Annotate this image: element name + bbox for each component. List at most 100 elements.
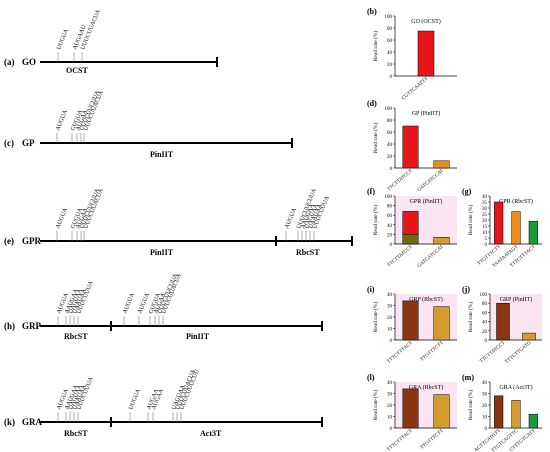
chart-panel-label: (f) [367,187,375,196]
seq-label: UUGUA [128,388,142,411]
chart-title: GO (OCST) [411,18,441,25]
y-tick-label: 30 [482,393,488,398]
chart-panel-label: (j) [462,285,470,294]
terminator-label-act3t: Act3T [200,429,222,438]
y-axis-label: Read rate (%) [467,205,474,236]
panel-label-k: (k) [4,417,15,427]
bar [494,201,504,245]
y-axis-label: Read rate (%) [372,302,379,333]
y-tick-label: 30 [387,305,393,310]
bar [522,332,536,341]
y-tick-label: 40 [387,293,393,298]
row-grp: (h) GRP AUGUA AAUGAA UAGUAA UAAUAA UUUCU… [4,272,323,341]
y-tick-label: 20 [482,219,488,224]
y-tick-label: 20 [387,404,393,409]
chart-panel: (f) GPR (PinIIT) 0 20 40 60 80 100 Read rate (%)… [367,187,457,269]
row-go: (a) GO UUGUA AUGAAU UUUCUUACUA OCST [4,8,218,75]
construct-label-gra: GRA [22,417,43,427]
chart-title: GP (PinIIT) [412,110,441,117]
x-category-label: TTCTTATCCT [387,245,414,269]
y-tick-label: 40 [482,195,488,200]
construct-label-go: GO [22,57,36,67]
y-tick-label: 60 [482,311,488,316]
x-category-label: GATCATCCAT [417,245,445,269]
chart-title: GPR (RbcST) [499,198,533,205]
terminator-label-rbcst: RbcST [296,248,320,257]
chart-panel-label: (i) [367,285,375,294]
y-tick-label: 10 [387,416,393,421]
x-category-label: GATCATCCAT [417,169,445,193]
y-tick-label: 0 [390,167,393,172]
x-category-label: TTCTTATCCT [387,169,414,193]
bar [433,394,450,429]
panel-label-e: (e) [4,236,14,246]
y-axis-label: Read rate (%) [372,390,379,421]
y-tick-label: 15 [482,225,488,230]
construct-label-gpr: GPR [22,236,41,246]
y-tick-label: 80 [387,119,393,124]
chart-panel: (l) GRA (RbcST) 0 10 20 30 40 Read rate (%) TTTC… [367,373,457,452]
y-tick-label: 20 [387,155,393,160]
chart-panel-label: (m) [462,373,474,382]
y-tick-label: 0 [485,427,488,432]
y-tick-label: 40 [482,381,488,386]
x-category-label: TTGTTTCTT [420,341,445,363]
seq-label: AUGUA [122,292,136,315]
y-tick-label: 40 [387,51,393,56]
y-tick-label: 60 [387,131,393,136]
y-tick-label: 80 [387,27,393,32]
terminator-label-rbcst: RbcST [64,429,88,438]
y-tick-label: 5 [485,237,488,242]
y-tick-label: 100 [385,15,393,20]
chart-title: GRA (RbcST) [409,384,444,391]
chart-title: GRA (Act3T) [499,384,532,391]
row-gpr: (e) GPR AUGUA GUGUA AUGAA UUUCUUCUUA UUU… [4,187,353,257]
y-tick-label: 40 [387,224,393,229]
row-gp: (c) GP AUGUA GUGUA AUGAA UUUCUUCUUA UUUC… [4,89,293,159]
bar [402,300,419,341]
bar-stack-segment [402,234,419,245]
bar [496,302,510,341]
y-axis-label: Read rate (%) [372,123,379,154]
y-tick-label: 20 [387,63,393,68]
y-tick-label: 80 [387,205,393,210]
chart-panel-label: (d) [367,99,377,108]
y-tick-label: 35 [482,201,488,206]
y-tick-label: 100 [480,293,488,298]
y-tick-label: 0 [390,339,393,344]
y-tick-label: 40 [387,381,393,386]
y-tick-label: 0 [390,243,393,248]
y-tick-label: 80 [482,302,488,307]
x-category-label: CGTTCAATTT [401,77,429,102]
terminator-label-piniit: PinIIT [150,248,174,257]
bar [528,413,538,429]
bar [402,388,419,429]
row-gra: (k) GRA AUGUA AAUGAA UAGUAA UAAUAA UUUCU… [4,368,323,438]
y-tick-label: 0 [485,243,488,248]
y-axis-label: Read rate (%) [467,302,474,333]
y-tick-label: 20 [482,330,488,335]
bar [417,30,435,77]
panel-label-a: (a) [4,57,15,67]
panel-label-h: (h) [4,321,15,331]
terminator-label-piniit: PinIIT [186,332,210,341]
construct-label-gp: GP [22,138,35,148]
y-tick-label: 100 [385,195,393,200]
chart-title: GRP (RbcST) [409,296,443,303]
terminator-label-piniit: PinIIT [150,150,174,159]
x-category-label: TTTCTTGATG [505,340,533,365]
chart-panel: (j) GRP (PinIIT) 0 20 40 60 80 100 Read rate (%)… [462,285,542,365]
y-tick-label: 60 [387,39,393,44]
y-tick-label: 0 [390,75,393,80]
chart-panel: (i) GRP (RbcST) 0 10 20 30 40 Read rate (%) TTTC… [367,285,457,365]
bar [433,160,450,169]
bar [433,306,450,341]
x-category-label: TTTCTTTACT [387,341,414,365]
y-tick-label: 10 [387,328,393,333]
y-tick-label: 20 [387,233,393,238]
bar [494,395,504,429]
x-category-label: TTCTTATCCT [479,341,506,365]
